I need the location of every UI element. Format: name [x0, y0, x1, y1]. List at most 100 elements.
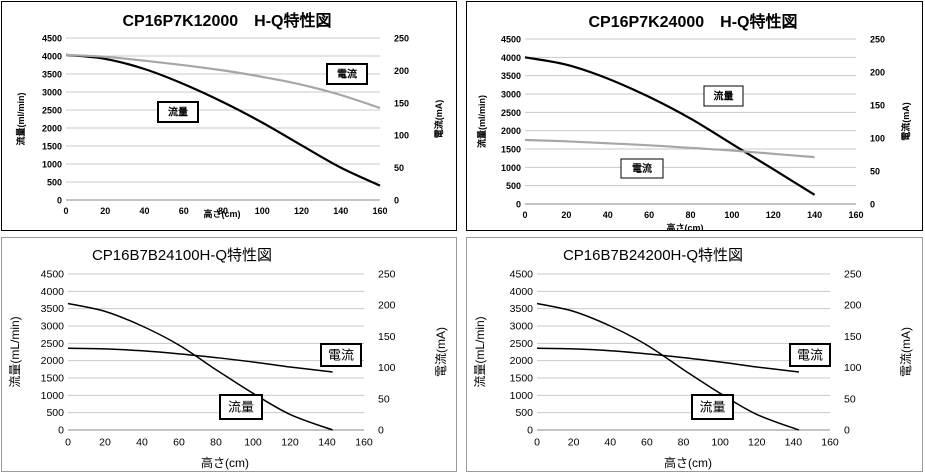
- x-tick-label: 40: [139, 206, 149, 216]
- y2-tick-label: 200: [870, 68, 885, 78]
- y-tick-label: 2000: [42, 124, 62, 134]
- y-tick-label: 1000: [42, 160, 62, 170]
- chart-panel-4: 0 500 1000 1500 2000 2500 3000 3500 4000 4500 0 50 1…: [466, 237, 923, 472]
- chart-title: CP16B7B24200H-Q特性図: [563, 247, 743, 264]
- y-tick-label: 3000: [42, 88, 62, 98]
- chart-panel-1: 0 500 1000 1500 2000 2500 3000 3500 4000 4500 0 50 1…: [1, 1, 457, 231]
- x-tick-label: 140: [318, 437, 336, 449]
- y-tick-label: 0: [57, 196, 62, 206]
- y2-tick-label: 250: [378, 269, 396, 281]
- y-tick-label: 1000: [510, 390, 534, 402]
- x-tick-label: 20: [561, 210, 571, 220]
- flow-series-label-box: [219, 394, 263, 420]
- y2-tick-label: 100: [394, 131, 409, 141]
- current-series-line: [524, 138, 815, 159]
- x-axis-label: 高さ(cm): [201, 455, 249, 470]
- y-tick-label: 500: [515, 407, 533, 419]
- x-tick-label: 60: [179, 206, 189, 216]
- x-tick-label: 0: [522, 210, 527, 220]
- y-tick-label: 3500: [510, 303, 534, 315]
- y2-tick-label: 0: [378, 425, 384, 437]
- current-series-label: 電流: [337, 67, 357, 80]
- y2-tick-label: 200: [378, 300, 396, 312]
- y2-axis-label: 電流(mA): [434, 327, 448, 377]
- y2-tick-label: 250: [394, 34, 409, 44]
- x-tick-label: 40: [603, 210, 613, 220]
- y2-tick-label: 50: [394, 163, 404, 173]
- x-tick-label: 60: [644, 210, 654, 220]
- flow-series-label: 流量: [714, 89, 734, 102]
- y2-tick-label: 150: [394, 98, 409, 108]
- y2-tick-label: 0: [844, 425, 850, 437]
- y2-tick-label: 100: [844, 362, 862, 374]
- y-tick-label: 3500: [41, 303, 65, 315]
- x-tick-label: 80: [218, 206, 228, 216]
- y-tick-label: 1500: [501, 145, 521, 155]
- y2-tick-label: 50: [870, 167, 880, 177]
- x-tick-label: 160: [821, 437, 839, 449]
- y-tick-label: 3000: [41, 321, 65, 333]
- y2-tick-label: 250: [870, 35, 885, 45]
- y-tick-label: 0: [527, 425, 533, 437]
- chart-3-svg: 0500100015002000250030003500400045000501…: [8, 247, 448, 470]
- y-tick-label: 1000: [501, 163, 521, 173]
- y2-tick-label: 100: [870, 134, 885, 144]
- x-tick-label: 140: [785, 437, 803, 449]
- y-tick-label: 2000: [501, 126, 521, 136]
- y-tick-label: 4500: [501, 35, 521, 45]
- y-tick-label: 2500: [42, 106, 62, 116]
- y-axis-label: 流量(ml/min): [476, 95, 487, 148]
- y-tick-label: 0: [58, 425, 64, 437]
- x-tick-label: 0: [63, 206, 68, 216]
- y2-tick-label: 0: [394, 196, 399, 206]
- y-tick-label: 2500: [501, 108, 521, 118]
- y-tick-label: 500: [46, 407, 64, 419]
- flow-series-label: 流量: [699, 400, 725, 415]
- x-tick-label: 160: [372, 206, 387, 216]
- y-tick-label: 3000: [501, 90, 521, 100]
- x-tick-label: 40: [136, 437, 148, 449]
- chart-title: CP16B7B24100H-Q特性図: [92, 247, 272, 264]
- x-tick-label: 0: [65, 437, 71, 449]
- flow-series-line: [67, 302, 333, 431]
- current-series-line: [536, 347, 799, 373]
- x-tick-label: 120: [281, 437, 299, 449]
- y-tick-label: 4000: [510, 286, 534, 298]
- y2-tick-label: 0: [870, 200, 875, 210]
- flow-series-label-box: [691, 394, 734, 420]
- x-axis-label: 高さ(cm): [666, 222, 703, 230]
- y-tick-label: 2000: [510, 355, 534, 367]
- y-tick-label: 3000: [510, 321, 534, 333]
- x-tick-label: 100: [724, 210, 739, 220]
- x-tick-label: 120: [766, 210, 781, 220]
- x-tick-label: 80: [685, 210, 695, 220]
- x-tick-label: 20: [99, 437, 111, 449]
- x-axis-label: 高さ(cm): [203, 208, 240, 219]
- chart-panel-3: 0 500 1000 1500 2000 2500 3000 3500 4000 4500 0 50 1…: [1, 237, 457, 472]
- x-tick-label: 160: [848, 210, 863, 220]
- flow-series-label-box: [157, 101, 199, 123]
- x-tick-label: 20: [100, 206, 110, 216]
- y-tick-label: 0: [516, 200, 521, 210]
- current-series-line: [65, 53, 381, 110]
- y-tick-label: 500: [47, 178, 62, 188]
- y-tick-label: 2500: [510, 338, 534, 350]
- chart-title: CP16P7K12000 H-Q特性図: [123, 11, 332, 30]
- y2-tick-label: 150: [378, 331, 396, 343]
- y2-tick-label: 200: [844, 300, 862, 312]
- x-tick-label: 120: [748, 437, 766, 449]
- y2-tick-label: 250: [844, 269, 862, 281]
- x-tick-label: 140: [333, 206, 348, 216]
- y-tick-label: 2500: [41, 338, 65, 350]
- y-tick-label: 3500: [501, 71, 521, 81]
- y2-tick-label: 100: [378, 362, 396, 374]
- chart-1-svg: 0500100015002000250030003500400045000501…: [15, 11, 444, 219]
- chart-title: CP16P7K24000 H-Q特性図: [589, 12, 798, 31]
- flow-series-label: 流量: [228, 400, 254, 415]
- x-tick-label: 100: [711, 437, 729, 449]
- current-series-label: 電流: [632, 162, 652, 175]
- x-axis-label: 高さ(cm): [664, 455, 712, 470]
- flow-series-label: 流量: [168, 105, 188, 118]
- y2-axis-label: 電流(mA): [433, 100, 444, 139]
- y-tick-label: 2000: [41, 355, 65, 367]
